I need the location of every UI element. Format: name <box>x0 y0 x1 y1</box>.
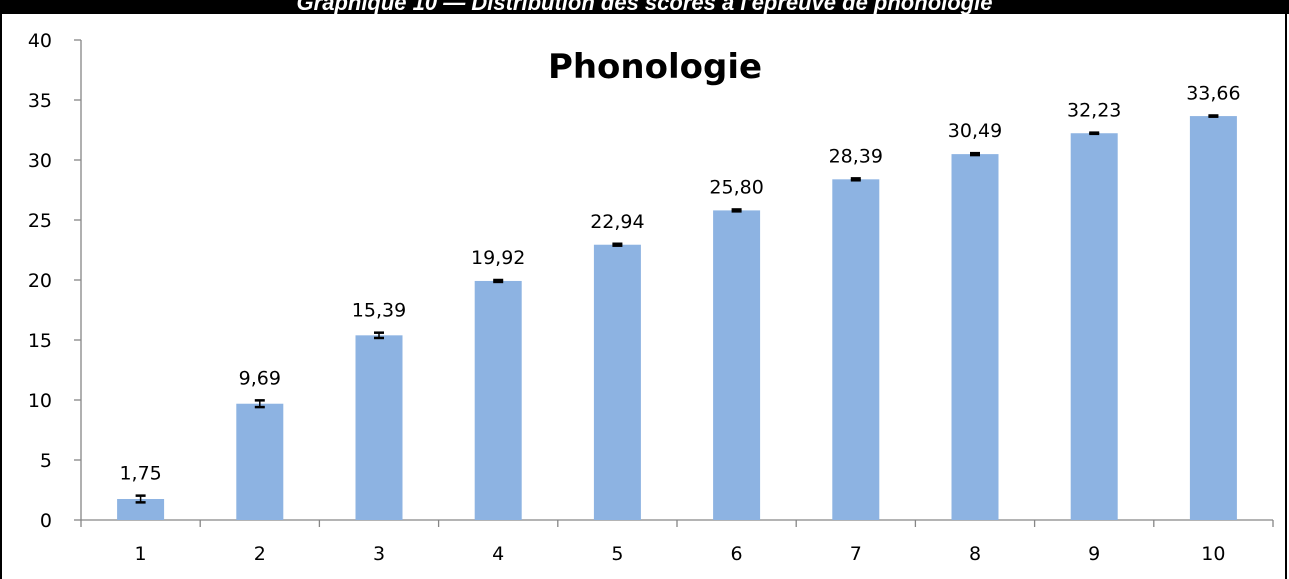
bar <box>117 499 165 520</box>
y-tick-label: 10 <box>28 390 52 412</box>
y-tick-label: 25 <box>28 210 52 232</box>
bar <box>236 403 284 520</box>
bar <box>951 154 999 520</box>
x-tick-label: 4 <box>492 543 504 565</box>
x-tick-label: 2 <box>254 543 266 565</box>
bars: 1,75 9,69 15,39 19,92 22,94 25,80 28,39 30,49 32… <box>117 82 1241 521</box>
data-label: 32,23 <box>1067 100 1121 122</box>
y-tick-label: 35 <box>28 90 52 112</box>
x-tick-label: 3 <box>373 543 385 565</box>
bar <box>1189 116 1237 520</box>
bar <box>1070 133 1118 521</box>
bar <box>713 210 761 520</box>
x-tick-label: 9 <box>1088 543 1100 565</box>
bar <box>355 335 403 520</box>
bar <box>832 179 880 520</box>
y-tick-label: 0 <box>40 510 52 532</box>
data-label: 25,80 <box>709 176 763 198</box>
x-tick-label: 10 <box>1201 543 1225 565</box>
x-axis: 1 2 3 4 5 6 7 8 9 10 <box>80 519 1274 565</box>
x-tick-label: 5 <box>611 543 623 565</box>
y-tick-label: 5 <box>40 450 52 472</box>
y-tick-label: 15 <box>28 330 52 352</box>
x-tick-label: 7 <box>850 543 862 565</box>
data-label: 30,49 <box>948 120 1002 142</box>
y-tick-label: 20 <box>28 270 52 292</box>
bar <box>593 244 641 520</box>
chart-title: Phonologie <box>548 47 762 87</box>
x-tick-label: 1 <box>135 543 147 565</box>
data-label: 33,66 <box>1186 82 1240 104</box>
caption-text: Graphique 10 — Distribution des scores à… <box>296 0 993 14</box>
data-label: 22,94 <box>590 211 644 233</box>
x-tick-label: 6 <box>731 543 743 565</box>
caption-banner: Graphique 10 — Distribution des scores à… <box>0 0 1289 14</box>
data-label: 28,39 <box>829 145 883 167</box>
data-label: 15,39 <box>352 300 406 322</box>
bar <box>474 280 522 520</box>
data-label: 19,92 <box>471 247 525 269</box>
data-label: 1,75 <box>119 463 161 485</box>
data-label: 9,69 <box>239 367 281 389</box>
y-tick-label: 40 <box>28 30 52 52</box>
y-axis: 0 5 10 15 20 25 30 35 40 <box>28 30 82 532</box>
chart-frame <box>0 14 1287 579</box>
y-tick-label: 30 <box>28 150 52 172</box>
x-tick-label: 8 <box>969 543 981 565</box>
